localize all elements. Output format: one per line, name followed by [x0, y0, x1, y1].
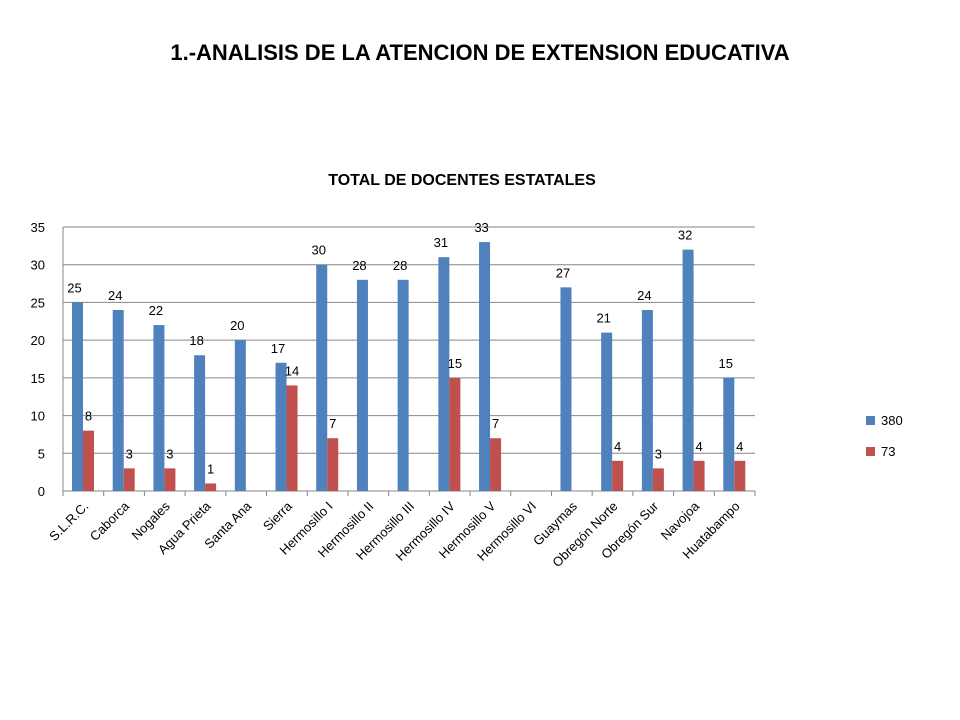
data-label: 3 — [126, 446, 133, 461]
bar-series1 — [397, 279, 409, 491]
y-tick-label: 30 — [31, 258, 45, 273]
data-label: 18 — [189, 333, 203, 348]
y-tick-label: 25 — [31, 295, 45, 310]
bar-series1 — [641, 309, 653, 491]
data-label: 32 — [678, 228, 692, 243]
page-title: 1.-ANALISIS DE LA ATENCION DE EXTENSION … — [170, 40, 790, 65]
chart-title: TOTAL DE DOCENTES ESTATALES — [328, 172, 596, 189]
bar-series1 — [316, 264, 328, 491]
data-label: 4 — [614, 439, 621, 454]
bar-series2 — [164, 468, 176, 491]
bar-series1 — [479, 242, 491, 491]
bar-series1 — [682, 249, 694, 491]
bar-series1 — [234, 340, 246, 491]
bar-series2 — [123, 468, 135, 491]
data-label: 24 — [637, 288, 651, 303]
bar-series2 — [734, 460, 746, 491]
data-label: 14 — [285, 363, 299, 378]
category-label: Sierra — [260, 498, 296, 534]
bar-series1 — [601, 332, 613, 491]
category-label: Caborca — [87, 498, 133, 544]
y-tick-label: 5 — [38, 446, 45, 461]
bar-series1 — [438, 257, 450, 491]
data-label: 1 — [207, 461, 214, 476]
bar-series2 — [490, 438, 502, 491]
data-label: 17 — [271, 341, 285, 356]
bar-series1 — [560, 287, 572, 491]
bar-series1 — [356, 279, 368, 491]
legend-swatch — [866, 447, 875, 456]
bar-series1 — [153, 325, 165, 491]
legend-label: 380 — [881, 413, 903, 428]
data-label: 21 — [596, 311, 610, 326]
bar-series2 — [327, 438, 339, 491]
data-label: 15 — [719, 356, 733, 371]
data-label: 22 — [149, 303, 163, 318]
data-label: 3 — [655, 446, 662, 461]
data-label: 30 — [312, 243, 326, 258]
bar-series2 — [449, 377, 461, 491]
bar-series2 — [693, 460, 705, 491]
y-tick-label: 15 — [31, 371, 45, 386]
data-label: 28 — [352, 258, 366, 273]
bar-series1 — [275, 362, 287, 491]
data-label: 3 — [166, 446, 173, 461]
bar-series2 — [286, 385, 298, 491]
data-label: 25 — [67, 280, 81, 295]
bar-series1 — [112, 309, 124, 491]
y-tick-label: 0 — [38, 484, 45, 499]
y-tick-label: 10 — [31, 409, 45, 424]
data-label: 4 — [736, 439, 743, 454]
bar-series2 — [652, 468, 664, 491]
y-tick-label: 20 — [31, 333, 45, 348]
data-label: 7 — [329, 416, 336, 431]
bar-series2 — [205, 483, 217, 491]
data-label: 20 — [230, 318, 244, 333]
bar-series2 — [83, 430, 94, 491]
y-tick-label: 35 — [31, 220, 45, 235]
data-label: 28 — [393, 258, 407, 273]
data-label: 24 — [108, 288, 122, 303]
bar-series2 — [612, 460, 624, 491]
data-label: 31 — [434, 235, 448, 250]
data-label: 15 — [448, 356, 462, 371]
data-label: 27 — [556, 265, 570, 280]
data-label: 7 — [492, 416, 499, 431]
legend-label: 73 — [881, 444, 895, 459]
data-label: 33 — [474, 220, 488, 235]
legend-swatch — [866, 416, 875, 425]
bar-series1 — [72, 302, 83, 491]
data-label: 4 — [695, 439, 702, 454]
data-label: 8 — [85, 409, 92, 424]
bar-series1 — [723, 377, 735, 491]
category-label: S.L.R.C. — [46, 499, 91, 544]
bar-series1 — [194, 355, 206, 491]
